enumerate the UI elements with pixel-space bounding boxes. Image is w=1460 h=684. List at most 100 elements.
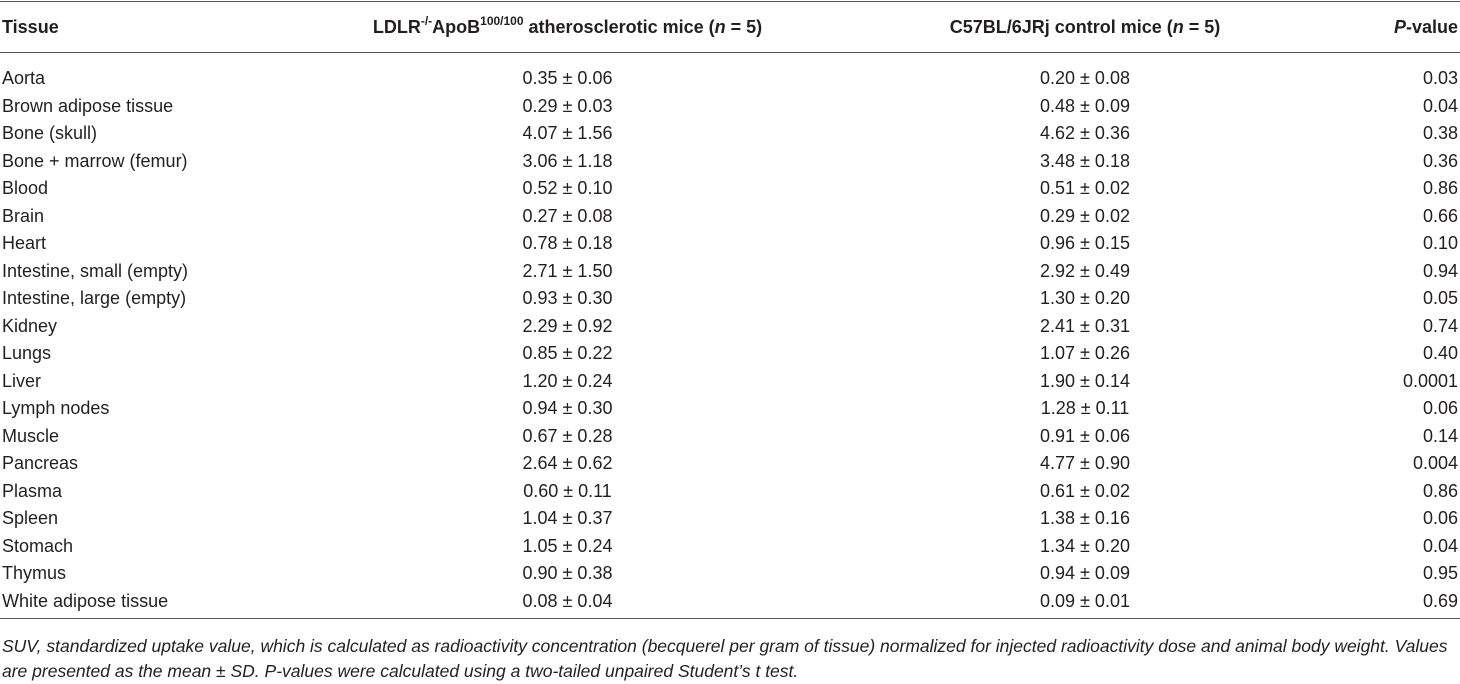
- header-italic: n: [1172, 16, 1184, 37]
- table-cell: Blood: [2, 178, 49, 199]
- table-cell: Brain: [2, 205, 45, 226]
- table-row: Blood 0.52 ± 0.10 0.51 ± 0.02 0.86: [0, 175, 1460, 203]
- table-cell: Lungs: [2, 343, 52, 364]
- header-italic: n: [714, 16, 726, 37]
- table-cell: 0.38: [1422, 123, 1458, 144]
- table-body: Aorta 0.35 ± 0.06 0.20 ± 0.08 0.03 Brown adi…: [0, 53, 1460, 619]
- table-cell: 2.71 ± 1.50: [522, 260, 613, 281]
- table-cell: Heart: [2, 233, 47, 254]
- table-cell: 0.14: [1422, 425, 1458, 446]
- table-cell: 1.30 ± 0.20: [1040, 288, 1130, 309]
- header-text: C57BL/6JRj control mice (: [949, 16, 1173, 37]
- table-cell: 0.67 ± 0.28: [522, 425, 613, 446]
- table-cell: 4.07 ± 1.56: [522, 123, 613, 144]
- table-cell: 0.004: [1412, 453, 1458, 474]
- table-row: Intestine, small (empty) 2.71 ± 1.50 2.92 …: [0, 258, 1460, 286]
- table-cell: 0.40: [1422, 343, 1458, 364]
- table-row: Brown adipose tissue 0.29 ± 0.03 0.48 ± 0.…: [0, 93, 1460, 121]
- table-cell: Plasma: [2, 480, 63, 501]
- table-cell: 0.04: [1422, 535, 1458, 556]
- table-cell: 1.34 ± 0.20: [1040, 535, 1130, 556]
- table-cell: 0.60 ± 0.11: [523, 480, 612, 501]
- table-cell: 1.38 ± 0.16: [1040, 508, 1130, 529]
- table-row: Bone (skull) 4.07 ± 1.56 4.62 ± 0.36 0.38: [0, 120, 1460, 148]
- table-cell: 0.51 ± 0.02: [1040, 178, 1130, 199]
- table-cell: 0.91 ± 0.06: [1040, 425, 1130, 446]
- table-cell: 1.20 ± 0.24: [522, 370, 613, 391]
- table-cell: 0.10: [1422, 233, 1458, 254]
- header-text: -value: [1405, 16, 1458, 37]
- table-cell: 0.36: [1422, 150, 1458, 171]
- table-row: Lymph nodes 0.94 ± 0.30 1.28 ± 0.11 0.06: [0, 395, 1460, 423]
- data-table: Tissue LDLR-/-ApoB100/100 atheroscleroti…: [0, 1, 1460, 619]
- table-cell: Intestine, large (empty): [2, 288, 187, 309]
- header-text: LDLR: [372, 16, 421, 37]
- table-cell: 0.61 ± 0.02: [1040, 480, 1130, 501]
- header-text: = 5): [725, 16, 763, 37]
- table-cell: Kidney: [2, 315, 58, 336]
- table-cell: 3.48 ± 0.18: [1040, 150, 1130, 171]
- table-cell: Intestine, small (empty): [2, 260, 189, 281]
- table-row: Spleen 1.04 ± 0.37 1.38 ± 0.16 0.06: [0, 505, 1460, 533]
- header-superscript: 100/100: [480, 13, 524, 28]
- table-cell: 0.29 ± 0.02: [1040, 205, 1130, 226]
- table-cell: 1.05 ± 0.24: [522, 535, 613, 556]
- table-cell: Bone + marrow (femur): [2, 150, 188, 171]
- table-cell: 0.08 ± 0.04: [340, 587, 795, 619]
- table-row: Aorta 0.35 ± 0.06 0.20 ± 0.08 0.03: [0, 53, 1460, 93]
- table-cell: 0.29 ± 0.03: [522, 95, 613, 116]
- table-cell: 0.52 ± 0.10: [522, 178, 613, 199]
- table-cell: 2.29 ± 0.92: [522, 315, 613, 336]
- table-cell: 1.28 ± 0.11: [1040, 398, 1130, 419]
- table-cell: 1.04 ± 0.37: [522, 508, 613, 529]
- table-cell: 0.69: [1375, 587, 1460, 619]
- table-row: Heart 0.78 ± 0.18 0.96 ± 0.15 0.10: [0, 230, 1460, 258]
- table-cell: 0.96 ± 0.15: [1040, 233, 1130, 254]
- table-cell: Aorta: [2, 68, 46, 89]
- table-cell: Liver: [2, 370, 42, 391]
- table-row: Intestine, large (empty) 0.93 ± 0.30 1.30 …: [0, 285, 1460, 313]
- table-cell: 0.05: [1422, 288, 1458, 309]
- table-row: Kidney 2.29 ± 0.92 2.41 ± 0.31 0.74: [0, 313, 1460, 341]
- table-cell: 0.94: [1422, 260, 1458, 281]
- table-cell: 1.90 ± 0.14: [1040, 370, 1130, 391]
- table-cell: Bone (skull): [2, 123, 98, 144]
- header-text: Tissue: [2, 16, 59, 37]
- table-cell: 0.94 ± 0.09: [1040, 563, 1130, 584]
- table-cell: 0.94 ± 0.30: [522, 398, 613, 419]
- table-cell: 0.06: [1422, 398, 1458, 419]
- table-cell: 0.90 ± 0.38: [522, 563, 613, 584]
- table-cell: 0.0001: [1402, 370, 1458, 391]
- table-row: White adipose tissue 0.08 ± 0.04 0.09 ± 0.…: [0, 587, 1460, 619]
- table-cell: Brown adipose tissue: [2, 95, 174, 116]
- table-cell: 2.92 ± 0.49: [1040, 260, 1130, 281]
- table-cell: 0.27 ± 0.08: [522, 205, 613, 226]
- table-cell: Thymus: [2, 563, 67, 584]
- table-cell: Lymph nodes: [2, 398, 110, 419]
- table-cell: 0.06: [1422, 508, 1458, 529]
- table-cell: 0.85 ± 0.22: [522, 343, 613, 364]
- table-cell: 0.48 ± 0.09: [1040, 95, 1130, 116]
- table-cell: 0.74: [1422, 315, 1458, 336]
- footnote: SUV, standardized uptake value, which is…: [2, 636, 1448, 681]
- table-cell: 0.95: [1422, 563, 1458, 584]
- header-row: Tissue LDLR-/-ApoB100/100 atheroscleroti…: [0, 1, 1460, 53]
- table-cell: 3.06 ± 1.18: [522, 150, 613, 171]
- table-row: Stomach 1.05 ± 0.24 1.34 ± 0.20 0.04: [0, 533, 1460, 561]
- table-cell: 4.77 ± 0.90: [1040, 453, 1130, 474]
- table-cell: 0.66: [1422, 205, 1458, 226]
- table-cell: 0.04: [1422, 95, 1458, 116]
- table-row: Brain 0.27 ± 0.08 0.29 ± 0.02 0.66: [0, 203, 1460, 231]
- table-cell: Muscle: [2, 425, 60, 446]
- table-cell: 0.35 ± 0.06: [522, 68, 613, 89]
- header-cell: LDLR-/-ApoB100/100 atherosclerotic mice …: [340, 1, 795, 53]
- table-cell: 0.78 ± 0.18: [522, 233, 613, 254]
- header-italic: P: [1393, 16, 1406, 37]
- table-row: Liver 1.20 ± 0.24 1.90 ± 0.14 0.0001: [0, 368, 1460, 396]
- table-cell: Spleen: [2, 508, 59, 529]
- header-cell: Tissue: [0, 1, 340, 53]
- table-cell: 0.03: [1422, 68, 1458, 89]
- table-cell: 2.64 ± 0.62: [522, 453, 613, 474]
- table-header: Tissue LDLR-/-ApoB100/100 atheroscleroti…: [0, 1, 1460, 53]
